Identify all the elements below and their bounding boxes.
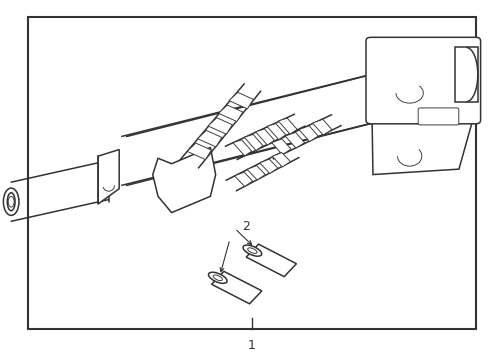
Bar (27, 17, 475, 329)
Polygon shape (234, 172, 252, 186)
Polygon shape (298, 126, 318, 141)
Polygon shape (218, 105, 243, 122)
FancyBboxPatch shape (417, 108, 458, 125)
Polygon shape (255, 129, 274, 145)
Polygon shape (454, 48, 477, 102)
Polygon shape (187, 143, 211, 159)
FancyBboxPatch shape (365, 37, 480, 124)
Ellipse shape (3, 188, 19, 215)
Polygon shape (259, 159, 277, 174)
Text: 1: 1 (247, 339, 255, 352)
Polygon shape (244, 134, 263, 150)
Polygon shape (246, 166, 264, 180)
Ellipse shape (243, 245, 261, 256)
Polygon shape (152, 147, 215, 213)
Polygon shape (312, 120, 331, 135)
Ellipse shape (8, 196, 14, 207)
Polygon shape (285, 132, 304, 148)
Ellipse shape (213, 275, 222, 280)
Polygon shape (208, 118, 232, 134)
Ellipse shape (247, 248, 257, 253)
Polygon shape (271, 139, 290, 154)
Polygon shape (197, 130, 222, 147)
Polygon shape (266, 123, 285, 140)
Polygon shape (370, 41, 475, 175)
Polygon shape (211, 271, 261, 304)
Polygon shape (228, 93, 253, 109)
Ellipse shape (208, 272, 226, 283)
Polygon shape (246, 244, 296, 276)
Polygon shape (272, 153, 290, 167)
Polygon shape (232, 140, 251, 156)
Text: 2: 2 (242, 220, 249, 233)
Ellipse shape (7, 193, 15, 211)
Polygon shape (98, 149, 119, 204)
Polygon shape (121, 58, 435, 185)
Polygon shape (278, 118, 297, 134)
